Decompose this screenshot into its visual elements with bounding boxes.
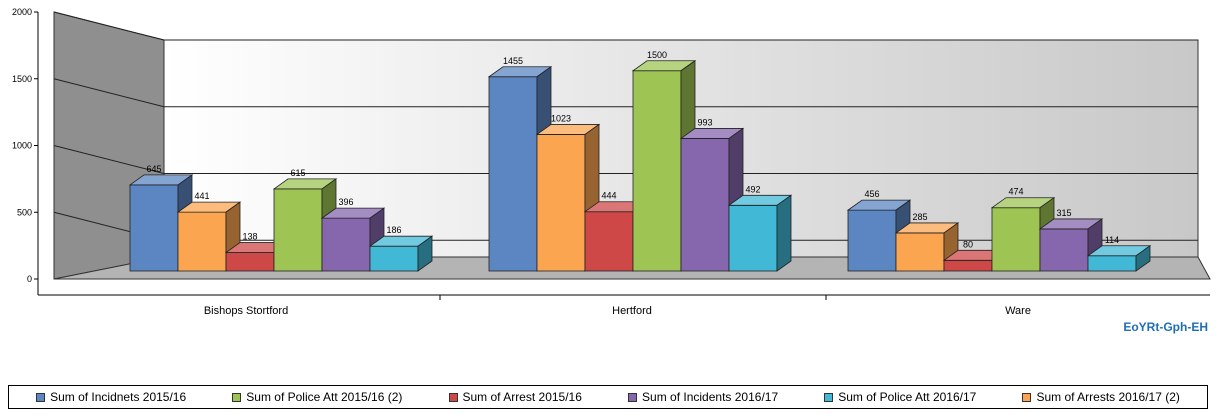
data-label: 1500 (647, 50, 667, 60)
data-label: 396 (338, 197, 353, 207)
bar (369, 245, 419, 272)
data-label: 315 (1056, 208, 1071, 218)
gridline-side (53, 78, 165, 108)
legend-item: Sum of Incidnets 2015/16 (36, 390, 186, 404)
gridline-side (53, 145, 165, 174)
legend-swatch (1022, 392, 1032, 402)
bar (895, 232, 945, 272)
bar (584, 211, 634, 272)
bar-side (776, 194, 792, 272)
data-label: 615 (290, 168, 305, 178)
bar (273, 188, 323, 272)
bar-side (1135, 245, 1151, 272)
x-tick-label: Hertford (612, 305, 652, 317)
bar (680, 138, 730, 272)
legend-label: Sum of Incidents 2016/17 (642, 390, 779, 404)
bar (1039, 228, 1089, 272)
legend-item: Sum of Arrest 2015/16 (448, 390, 582, 404)
legend-item: Sum of Arrests 2016/17 (2) (1022, 390, 1180, 404)
bar (321, 217, 371, 272)
data-label: 80 (963, 239, 973, 249)
legend-label: Sum of Police Att 2016/17 (838, 390, 977, 404)
y-tick-label: 1500 (12, 74, 32, 84)
legend-swatch (232, 392, 242, 402)
bar (225, 252, 275, 272)
bar (991, 207, 1041, 272)
legend-swatch (448, 392, 458, 402)
data-label: 138 (242, 232, 257, 242)
chart-legend: Sum of Incidnets 2015/16 Sum of Police At… (8, 385, 1208, 409)
data-label: 1023 (551, 113, 571, 123)
legend-label: Sum of Arrest 2015/16 (462, 390, 582, 404)
chart-plot: 0 500 1000 1500 2000 645 441 138 615 396 186 1455 10… (12, 7, 1211, 317)
bar (488, 76, 538, 272)
legend-item: Sum of Incidents 2016/17 (628, 390, 778, 404)
data-label: 474 (1008, 187, 1023, 197)
legend-label: Sum of Police Att 2015/16 (2) (246, 390, 403, 404)
x-tick-label: Bishops Stortford (204, 305, 288, 317)
legend-label: Sum of Incidnets 2015/16 (50, 390, 187, 404)
y-tick-label: 1000 (12, 141, 32, 151)
data-label: 456 (864, 189, 879, 199)
bar (129, 184, 179, 272)
legend-item: Sum of Police Att 2016/17 (824, 390, 976, 404)
data-label: 441 (194, 191, 209, 201)
bar (177, 211, 227, 272)
bar (1087, 255, 1137, 272)
y-tick-label: 500 (17, 207, 32, 217)
data-label: 492 (745, 184, 760, 194)
legend-swatch (628, 392, 638, 402)
bar-side (417, 235, 433, 272)
data-label: 285 (912, 212, 927, 222)
legend-label: Sum of Arrests 2016/17 (2) (1036, 390, 1180, 404)
gridline-side (53, 11, 165, 41)
bar (847, 209, 897, 272)
chart-source-code: EoYRt-Gph-EH (1123, 320, 1208, 334)
x-tick-label: Ware (1005, 305, 1031, 317)
bar (632, 70, 682, 272)
bar (943, 259, 993, 272)
legend-swatch (36, 392, 46, 402)
data-label: 993 (697, 117, 712, 127)
data-label: 186 (386, 225, 401, 235)
data-label: 444 (601, 191, 616, 201)
data-label: 114 (1105, 235, 1119, 245)
legend-item: Sum of Police Att 2015/16 (2) (232, 390, 402, 404)
bar (728, 204, 778, 272)
bar (536, 134, 586, 272)
y-tick-label: 2000 (12, 7, 32, 17)
data-label: 1455 (503, 56, 523, 66)
legend-swatch (824, 392, 834, 402)
y-tick-label: 0 (27, 274, 32, 284)
data-label: 645 (146, 164, 161, 174)
